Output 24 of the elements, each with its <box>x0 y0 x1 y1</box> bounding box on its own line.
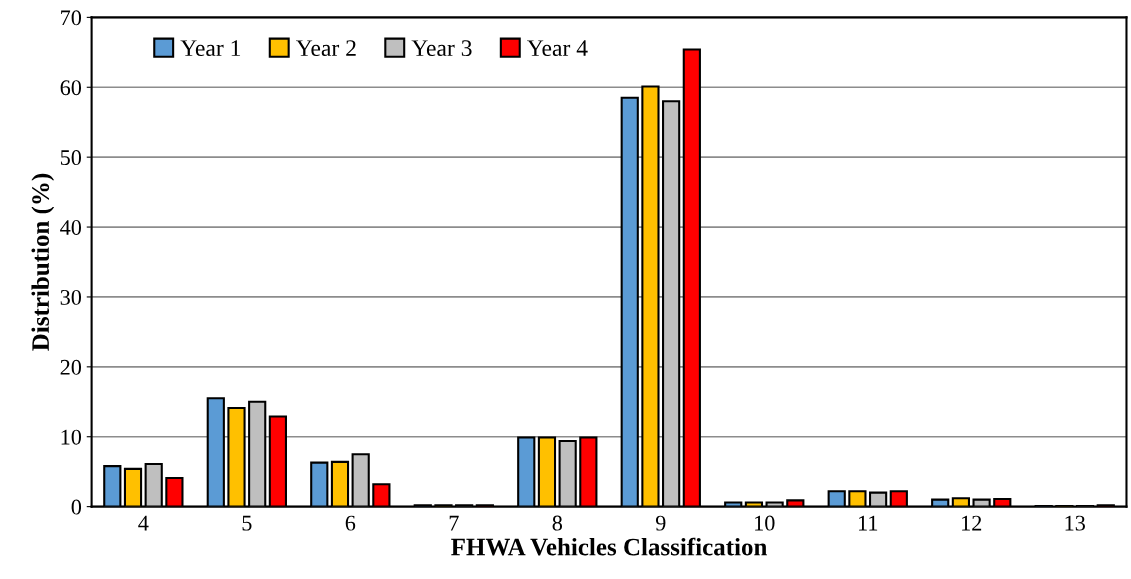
y-tick-label: 40 <box>60 219 82 235</box>
legend-label: Year 2 <box>296 40 356 57</box>
x-tick-label: 5 <box>242 515 252 531</box>
legend-label: Year 4 <box>527 40 588 57</box>
y-tick-label: 50 <box>60 150 82 166</box>
y-tick-label: 10 <box>61 429 82 445</box>
x-tick-label: 10 <box>755 515 775 531</box>
y-axis-title: Distribution (%) <box>31 173 55 351</box>
y-tick-label: 70 <box>61 10 82 26</box>
y-tick-label: 20 <box>60 359 82 375</box>
x-tick-label: 11 <box>859 515 878 531</box>
x-tick-label: 9 <box>655 515 666 531</box>
x-tick-label: 7 <box>449 515 459 531</box>
x-tick-label: 6 <box>345 515 356 531</box>
y-tick-label: 0 <box>71 499 82 515</box>
legend-label: Year 3 <box>411 40 472 57</box>
x-tick-label: 13 <box>1065 515 1085 531</box>
x-tick-label: 4 <box>138 515 149 531</box>
y-tick-label: 30 <box>60 289 82 305</box>
x-axis-title: FHWA Vehicles Classification <box>451 537 768 556</box>
legend-label: Year 1 <box>180 40 241 57</box>
x-tick-label: 8 <box>552 515 563 531</box>
x-tick-label: 12 <box>962 515 982 531</box>
y-tick-label: 60 <box>60 80 82 96</box>
